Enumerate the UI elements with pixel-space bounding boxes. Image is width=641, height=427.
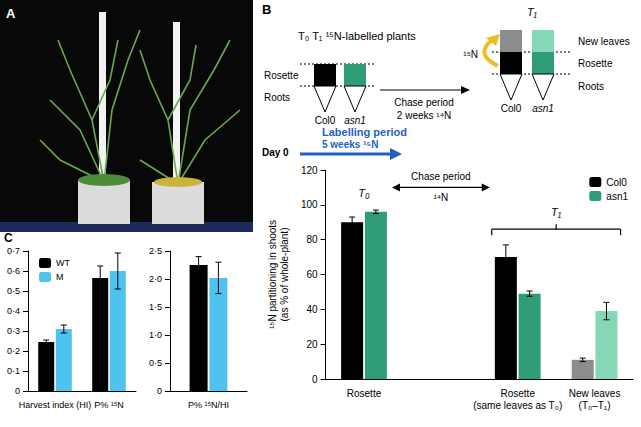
svg-text:B: B — [262, 2, 271, 17]
svg-text:Col0: Col0 — [606, 177, 627, 188]
svg-text:Labelling period: Labelling period — [322, 126, 407, 138]
svg-text:Day 0: Day 0 — [262, 147, 289, 158]
svg-text:0: 0 — [15, 386, 20, 396]
svg-text:0: 0 — [157, 386, 162, 396]
svg-text:¹⁵N partitioning in shoots: ¹⁵N partitioning in shoots — [267, 220, 278, 329]
svg-text:1·5: 1·5 — [149, 302, 162, 312]
svg-text:T₁: T₁ — [551, 206, 562, 218]
svg-text:0·5: 0·5 — [7, 286, 20, 296]
svg-text:Roots: Roots — [578, 81, 604, 92]
svg-text:120: 120 — [301, 165, 318, 176]
svg-text:Col0: Col0 — [315, 115, 336, 126]
svg-text:C: C — [4, 231, 13, 245]
svg-text:(T₀–T₁): (T₀–T₁) — [579, 400, 611, 411]
svg-text:T₀ T₁ ¹⁵N-labelled plants: T₀ T₁ ¹⁵N-labelled plants — [298, 30, 416, 42]
svg-text:New leaves: New leaves — [569, 388, 621, 399]
svg-text:¹⁴N: ¹⁴N — [433, 192, 448, 203]
svg-text:20: 20 — [306, 339, 318, 350]
svg-text:80: 80 — [306, 234, 318, 245]
svg-text:Rosette: Rosette — [578, 58, 613, 69]
svg-text:0·2: 0·2 — [7, 346, 20, 356]
svg-text:Chase period: Chase period — [394, 97, 453, 108]
svg-text:Rosette: Rosette — [500, 388, 535, 399]
svg-text:2 weeks ¹⁴N: 2 weeks ¹⁴N — [397, 110, 451, 121]
svg-text:asn1: asn1 — [606, 191, 628, 202]
svg-text:New leaves: New leaves — [578, 36, 630, 47]
svg-text:Roots: Roots — [264, 92, 290, 103]
svg-text:0·6: 0·6 — [7, 266, 20, 276]
svg-text:Chase period: Chase period — [411, 171, 470, 182]
svg-text:Harvest index (HI): Harvest index (HI) — [19, 400, 92, 410]
svg-text:40: 40 — [306, 304, 318, 315]
svg-text:Rosette: Rosette — [264, 70, 299, 81]
svg-text:(same leaves as T₀): (same leaves as T₀) — [473, 400, 562, 411]
svg-text:(as % of whole-plant): (as % of whole-plant) — [279, 228, 290, 322]
svg-text:0: 0 — [312, 374, 318, 385]
svg-text:A: A — [6, 6, 16, 21]
svg-text:5 weeks ¹⁵N: 5 weeks ¹⁵N — [322, 139, 378, 150]
svg-text:0·1: 0·1 — [7, 366, 20, 376]
svg-text:0·3: 0·3 — [7, 326, 20, 336]
svg-text:M: M — [56, 272, 64, 282]
svg-text:2·0: 2·0 — [149, 274, 162, 284]
svg-text:60: 60 — [306, 269, 318, 280]
svg-text:1·0: 1·0 — [149, 330, 162, 340]
svg-text:0·4: 0·4 — [7, 306, 20, 316]
svg-text:¹⁵N: ¹⁵N — [463, 49, 478, 60]
svg-text:T₁: T₁ — [527, 6, 538, 18]
svg-text:0·5: 0·5 — [149, 358, 162, 368]
svg-text:P% ¹⁵N: P% ¹⁵N — [94, 400, 124, 410]
svg-text:asn1: asn1 — [532, 103, 554, 114]
svg-text:WT: WT — [56, 258, 70, 268]
svg-text:2·5: 2·5 — [149, 246, 162, 256]
svg-text:100: 100 — [301, 199, 318, 210]
svg-text:0·7: 0·7 — [7, 246, 20, 256]
svg-text:T₀: T₀ — [358, 187, 370, 199]
svg-text:Col0: Col0 — [501, 103, 522, 114]
svg-text:Rosette: Rosette — [347, 388, 382, 399]
svg-text:asn1: asn1 — [344, 115, 366, 126]
svg-text:P% ¹⁵N/HI: P% ¹⁵N/HI — [188, 400, 229, 410]
